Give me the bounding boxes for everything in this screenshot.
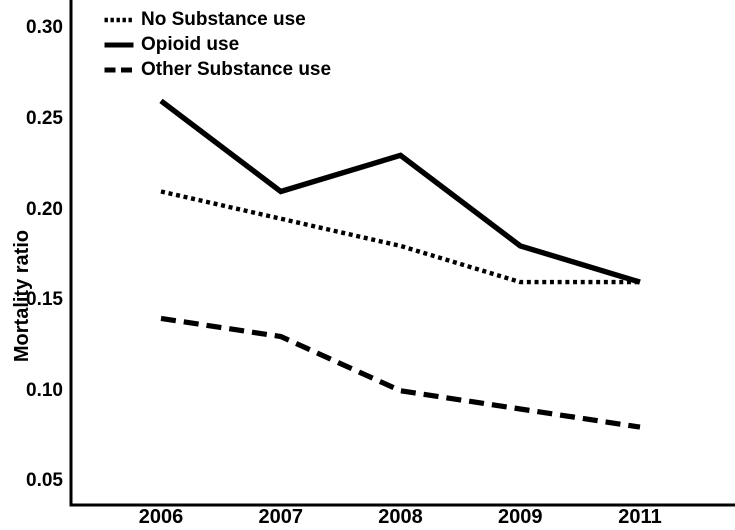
dashed-line-swatch-icon bbox=[104, 67, 134, 72]
y-tick-label-0.30: 0.30 bbox=[26, 17, 63, 39]
x-tick-label-2011: 2011 bbox=[618, 506, 662, 528]
legend-item-other-substance-use: Other Substance use bbox=[104, 57, 331, 82]
series-line-other-substance-use bbox=[160, 315, 641, 430]
dotted-line-swatch-icon bbox=[104, 17, 134, 22]
y-tick-label-0.20: 0.20 bbox=[26, 198, 63, 220]
y-tick-label-0.15: 0.15 bbox=[26, 289, 63, 311]
legend-item-no-substance-use: No Substance use bbox=[104, 7, 331, 32]
legend: No Substance use Opioid use Other Substanc… bbox=[104, 7, 331, 82]
solid-line-swatch-icon bbox=[104, 42, 134, 47]
legend-label-opioid-use: Opioid use bbox=[141, 33, 240, 55]
x-tick-label-2007: 2007 bbox=[258, 506, 304, 528]
y-tick-label-0.25: 0.25 bbox=[26, 108, 63, 130]
x-tick-label-2009: 2009 bbox=[498, 506, 543, 528]
series-line-opioid-use bbox=[159, 98, 641, 285]
legend-label-no-substance-use: No Substance use bbox=[141, 8, 306, 30]
x-tick-label-2008: 2008 bbox=[378, 506, 423, 528]
legend-label-other-substance-use: Other Substance use bbox=[141, 58, 332, 80]
y-tick-label-0.10: 0.10 bbox=[26, 379, 63, 401]
legend-item-opioid-use: Opioid use bbox=[104, 32, 331, 57]
series-line-no-substance-use bbox=[160, 189, 640, 285]
x-tick-label-2006: 2006 bbox=[138, 506, 184, 528]
y-tick-label-0.05: 0.05 bbox=[26, 470, 63, 492]
